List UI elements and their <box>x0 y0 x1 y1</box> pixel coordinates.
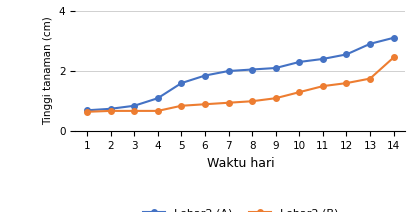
Lebar2 (B) <box>155 110 160 112</box>
Lebar2 (B) <box>84 110 89 113</box>
Lebar2 (B) <box>108 110 113 112</box>
Line: Lebar2 (B): Lebar2 (B) <box>84 55 396 114</box>
Lebar2 (A) <box>273 67 278 69</box>
Lebar2 (B) <box>179 105 184 107</box>
Lebar2 (B) <box>132 110 137 112</box>
Lebar2 (B) <box>250 100 255 103</box>
Lebar2 (A) <box>202 74 207 77</box>
Lebar2 (B) <box>344 82 349 84</box>
Lebar2 (B) <box>226 102 231 104</box>
Lebar2 (B) <box>367 77 372 80</box>
Lebar2 (A) <box>344 53 349 56</box>
Lebar2 (B) <box>297 91 302 93</box>
Lebar2 (A) <box>84 109 89 112</box>
Lebar2 (B) <box>391 56 396 59</box>
Lebar2 (B) <box>320 85 325 87</box>
Lebar2 (A) <box>367 43 372 45</box>
Lebar2 (A) <box>226 70 231 72</box>
X-axis label: Waktu hari: Waktu hari <box>206 157 274 170</box>
Legend: Lebar2 (A), Lebar2 (B): Lebar2 (A), Lebar2 (B) <box>138 204 343 212</box>
Y-axis label: Tinggi tanaman (cm): Tinggi tanaman (cm) <box>43 17 54 125</box>
Lebar2 (A) <box>155 97 160 99</box>
Lebar2 (A) <box>250 68 255 71</box>
Line: Lebar2 (A): Lebar2 (A) <box>84 35 396 113</box>
Lebar2 (A) <box>297 61 302 63</box>
Lebar2 (A) <box>320 58 325 60</box>
Lebar2 (B) <box>273 97 278 99</box>
Lebar2 (A) <box>179 82 184 84</box>
Lebar2 (B) <box>202 103 207 106</box>
Lebar2 (A) <box>391 36 396 39</box>
Lebar2 (A) <box>108 107 113 110</box>
Lebar2 (A) <box>132 105 137 107</box>
